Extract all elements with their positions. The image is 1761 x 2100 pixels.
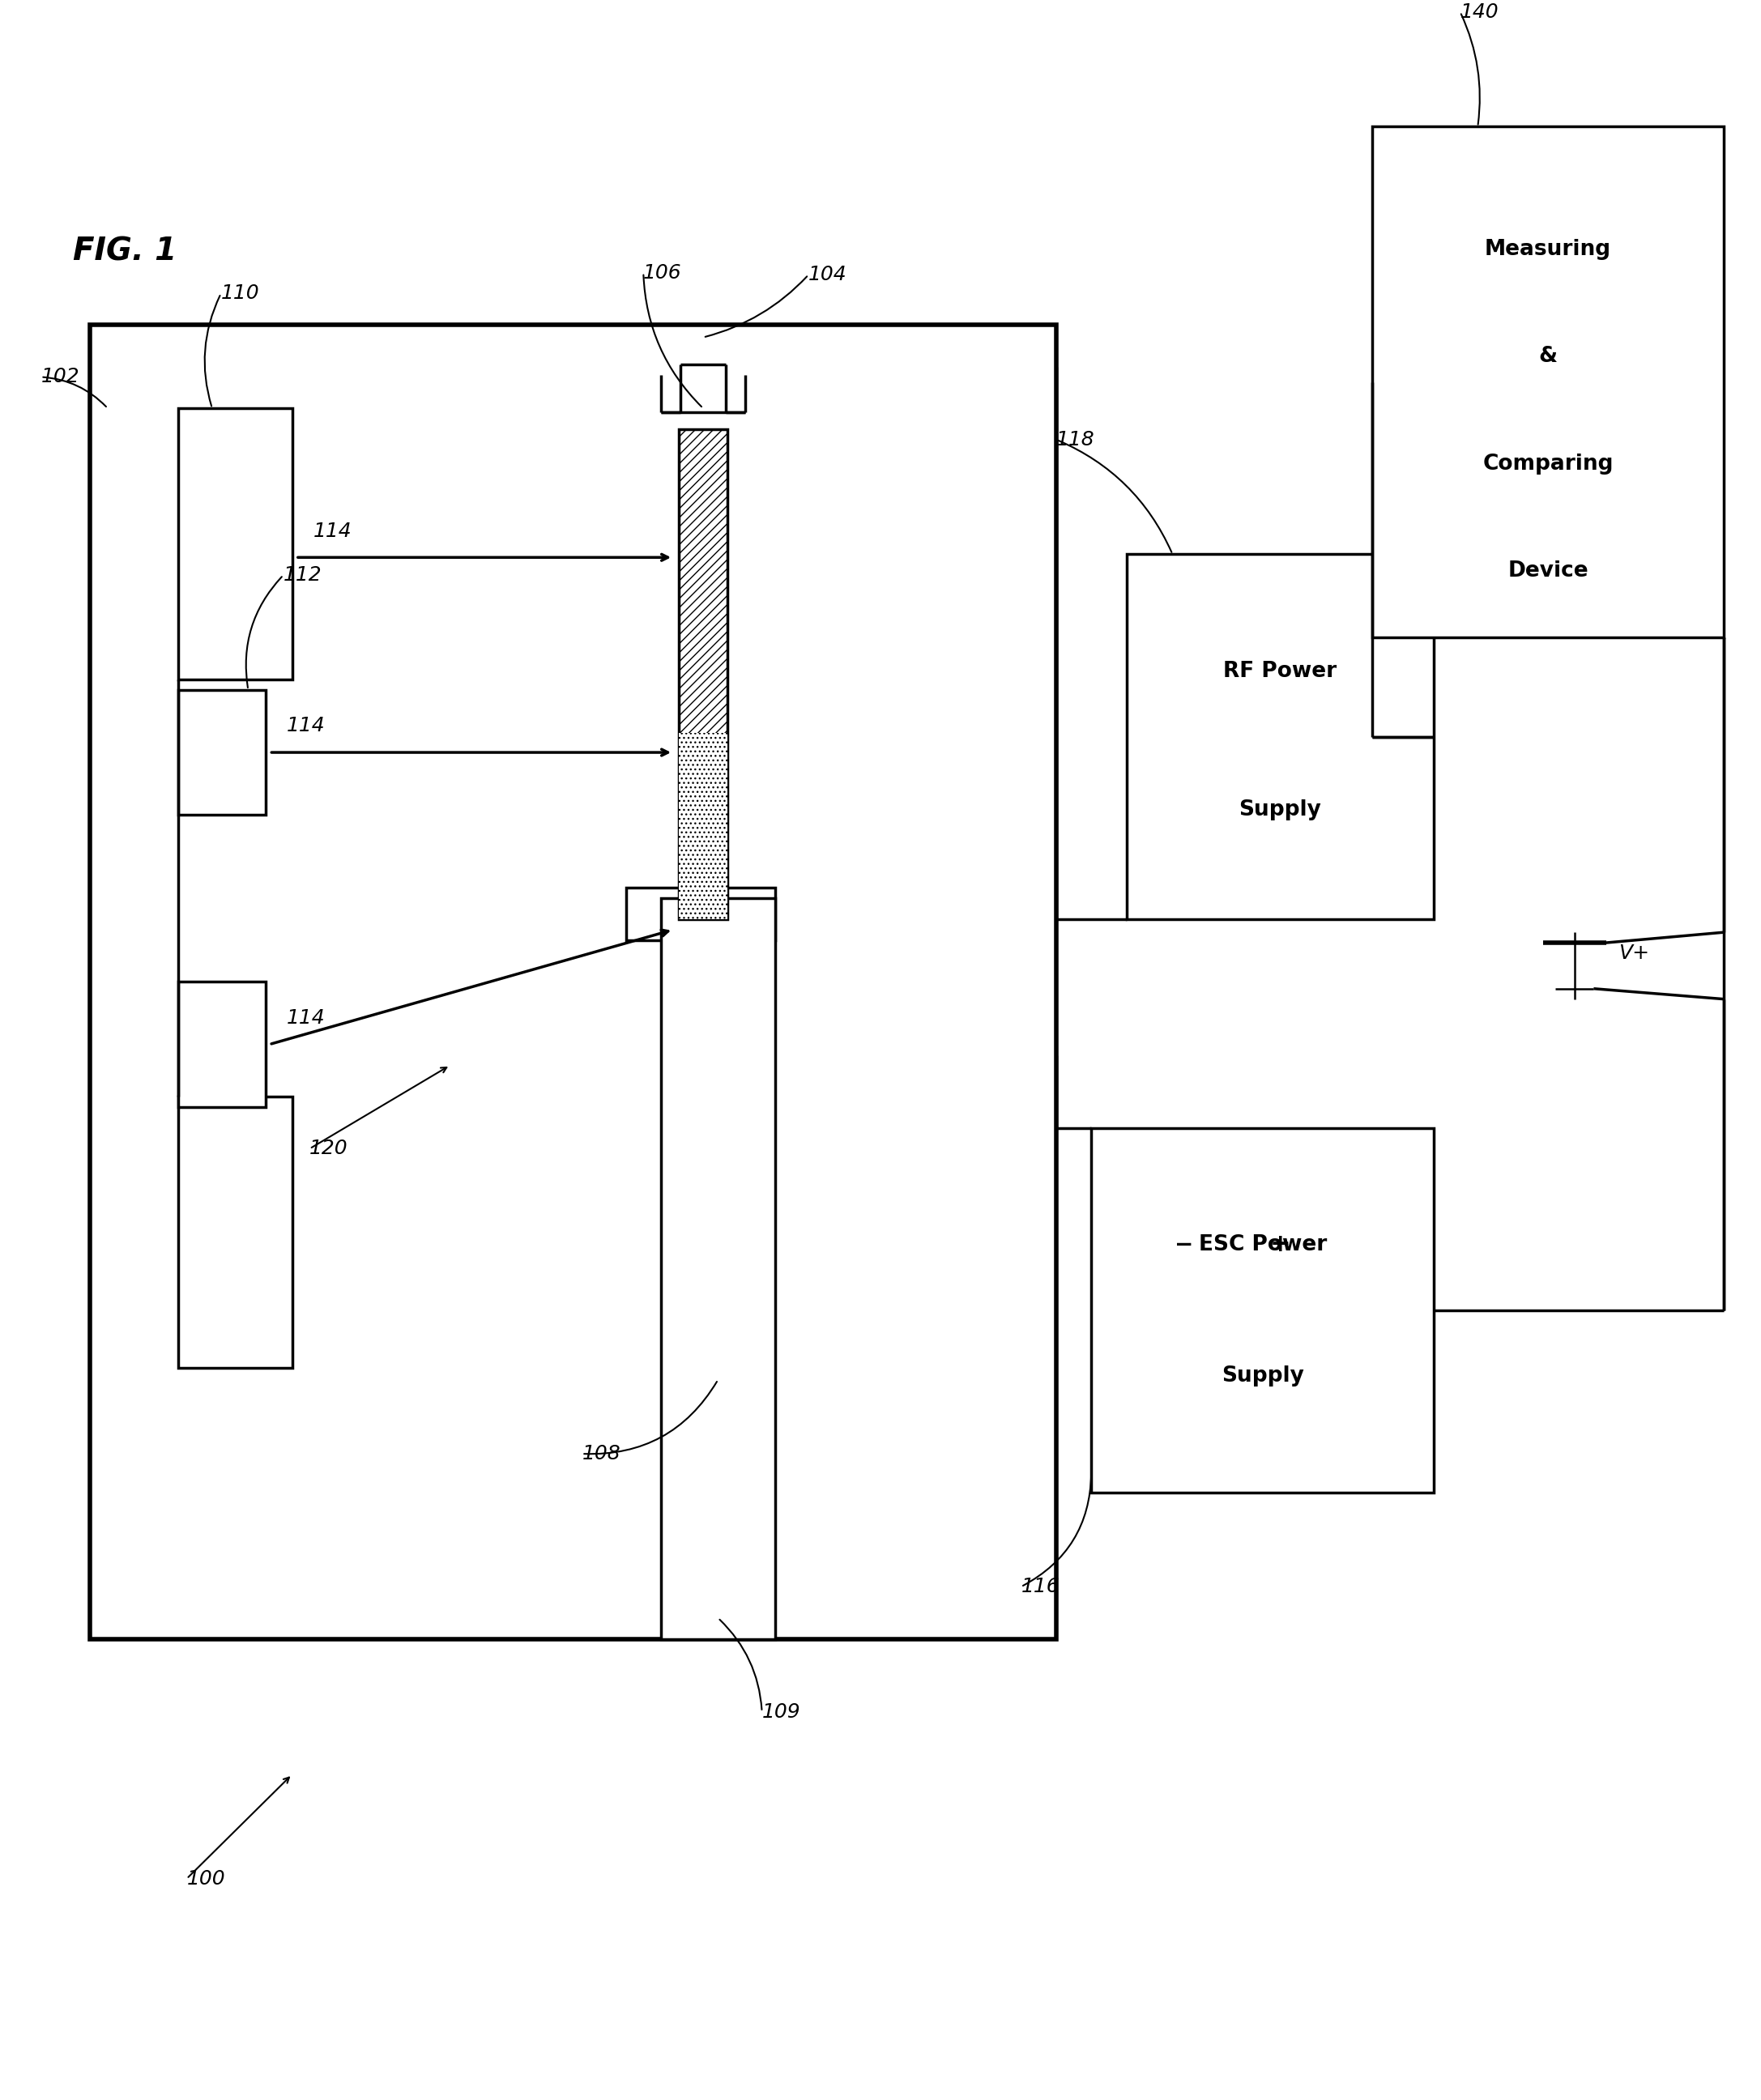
Text: 100: 100 xyxy=(187,1869,225,1888)
Bar xyxy=(678,428,727,920)
Bar xyxy=(1092,1128,1433,1493)
Text: 110: 110 xyxy=(220,284,259,302)
Text: 120: 120 xyxy=(310,1138,349,1159)
Text: RF Power: RF Power xyxy=(1224,661,1337,682)
Text: Supply: Supply xyxy=(1222,1365,1303,1386)
Bar xyxy=(178,1096,292,1367)
Text: 112: 112 xyxy=(284,565,322,584)
Text: 106: 106 xyxy=(643,262,682,281)
Bar xyxy=(1372,126,1724,638)
Bar xyxy=(660,899,775,1638)
Bar xyxy=(178,689,266,815)
Text: 108: 108 xyxy=(581,1445,620,1464)
Text: Device: Device xyxy=(1507,561,1588,582)
Text: FIG. 1: FIG. 1 xyxy=(72,237,176,267)
Text: 140: 140 xyxy=(1460,2,1499,21)
Text: 116: 116 xyxy=(1021,1577,1060,1596)
Bar xyxy=(678,733,727,920)
Text: 102: 102 xyxy=(41,367,79,386)
Bar xyxy=(1127,554,1433,920)
Text: 114: 114 xyxy=(313,521,352,540)
Text: 114: 114 xyxy=(287,716,326,735)
Text: 104: 104 xyxy=(808,265,847,284)
Text: Supply: Supply xyxy=(1238,800,1321,821)
Text: −: − xyxy=(1175,1233,1194,1256)
Text: +: + xyxy=(1270,1233,1291,1256)
Bar xyxy=(90,326,1057,1638)
Text: 118: 118 xyxy=(1057,430,1095,449)
Text: ESC Power: ESC Power xyxy=(1199,1235,1326,1256)
Text: V+: V+ xyxy=(1618,943,1648,964)
Text: 109: 109 xyxy=(763,1703,801,1722)
Bar xyxy=(625,888,775,941)
Bar xyxy=(178,983,266,1107)
Text: Comparing: Comparing xyxy=(1483,454,1613,475)
Text: Measuring: Measuring xyxy=(1485,239,1611,260)
Text: &: & xyxy=(1539,346,1557,367)
Text: 114: 114 xyxy=(287,1008,326,1027)
Bar xyxy=(178,407,292,680)
